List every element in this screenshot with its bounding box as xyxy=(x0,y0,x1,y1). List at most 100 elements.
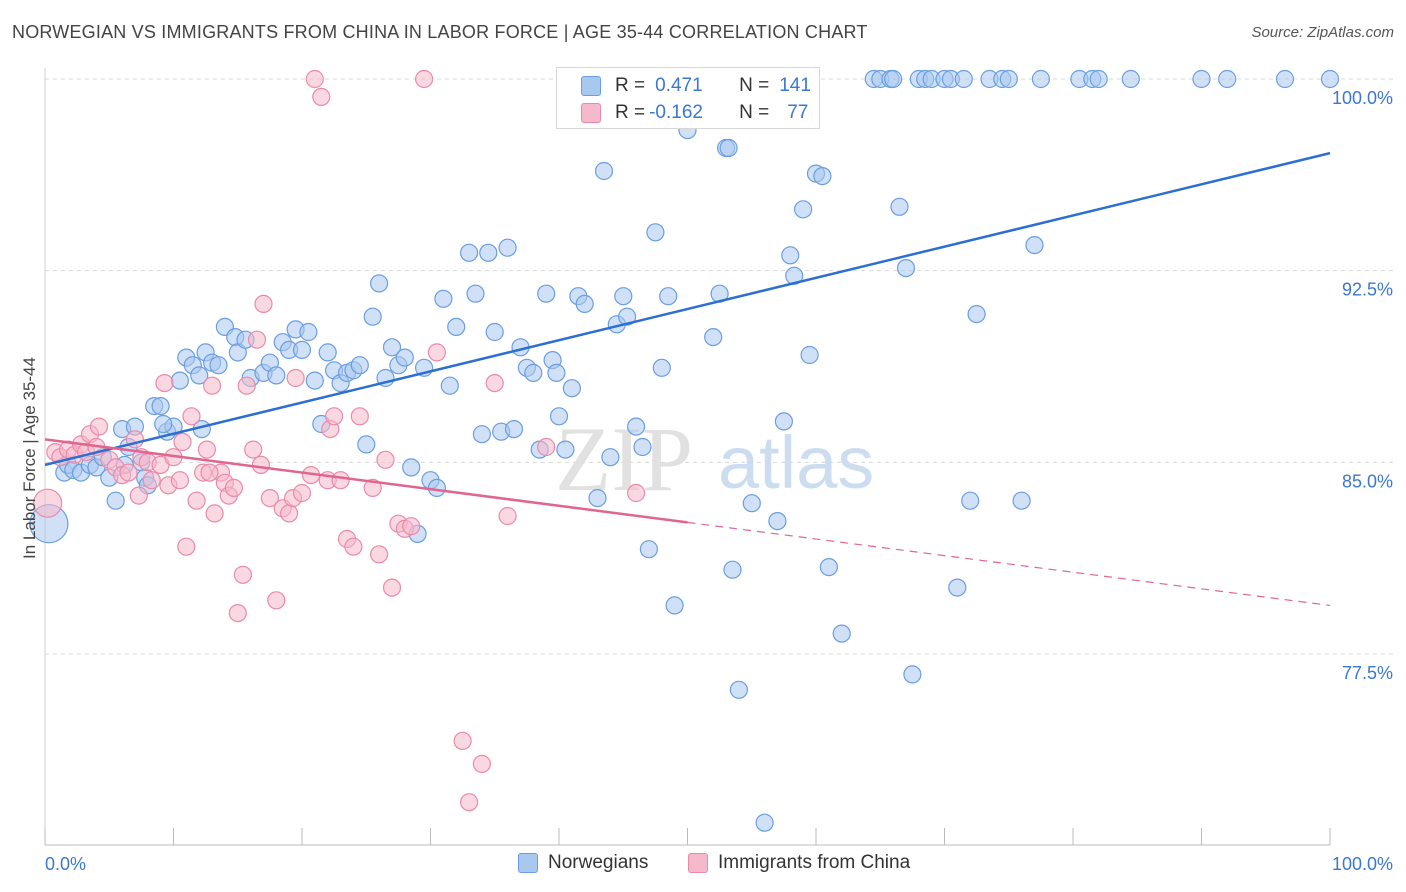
y-tick-label: 85.0% xyxy=(1342,471,1393,491)
data-point xyxy=(460,793,479,812)
data-point xyxy=(813,167,832,186)
n-label: N = xyxy=(739,102,770,123)
trend-line-immigrants-china-extrapolated xyxy=(687,521,1331,607)
data-point xyxy=(665,596,684,615)
r-value: -0.162 xyxy=(649,102,703,123)
data-point xyxy=(617,307,637,326)
data-point xyxy=(659,287,678,306)
y-tick-label: 92.5% xyxy=(1342,280,1393,300)
legend-swatch-immigrants-china xyxy=(688,853,708,873)
data-point xyxy=(575,294,594,313)
data-point xyxy=(376,450,395,469)
series-legend: Norwegians Immigrants from China xyxy=(0,852,1406,880)
data-point xyxy=(646,223,665,242)
trend-lines xyxy=(44,151,1331,607)
axes xyxy=(44,68,1331,846)
data-point xyxy=(719,138,738,158)
legend-item-immigrants-china[interactable]: Immigrants from China xyxy=(688,852,910,874)
data-point xyxy=(182,407,201,426)
data-point xyxy=(903,665,922,684)
data-point xyxy=(247,330,267,349)
data-point xyxy=(177,537,196,556)
y-tick-labels: 77.5% 85.0% 92.5% 100.0% xyxy=(1332,88,1393,683)
data-point xyxy=(200,463,219,482)
data-point xyxy=(588,489,607,508)
data-point xyxy=(170,471,189,490)
data-point xyxy=(187,491,206,510)
data-point xyxy=(440,376,459,395)
data-point xyxy=(890,197,909,216)
data-point xyxy=(228,603,247,623)
n-value: 77 xyxy=(787,102,809,123)
watermark-atlas: atlas xyxy=(718,421,874,504)
data-point xyxy=(427,478,446,497)
data-point xyxy=(197,440,216,459)
data-point xyxy=(224,478,243,497)
data-point xyxy=(299,322,318,342)
r-label: R = xyxy=(615,102,646,123)
data-point xyxy=(382,338,402,357)
data-point xyxy=(1192,69,1211,89)
data-point xyxy=(267,366,286,385)
stats-row-immigrants-china: R = -0.162 N = 77 xyxy=(581,100,808,126)
data-point xyxy=(652,358,671,377)
data-point xyxy=(479,243,498,262)
data-point xyxy=(286,368,305,388)
legend-item-norwegians[interactable]: Norwegians xyxy=(518,852,648,874)
data-point xyxy=(601,448,620,467)
data-point xyxy=(626,483,646,503)
data-point xyxy=(363,478,382,497)
data-point xyxy=(370,545,389,564)
data-point xyxy=(350,407,369,426)
data-point xyxy=(896,259,916,278)
data-point xyxy=(350,356,369,375)
data-point xyxy=(781,246,800,265)
data-point xyxy=(427,343,446,362)
data-point xyxy=(203,376,222,395)
data-point xyxy=(472,754,491,774)
data-point xyxy=(119,463,138,482)
x-tick-labels: 0.0% 100.0% xyxy=(45,854,1393,874)
data-point xyxy=(485,322,504,342)
data-point xyxy=(395,348,414,367)
data-point xyxy=(357,435,376,454)
data-point xyxy=(1025,236,1044,255)
chart-source: Source: ZipAtlas.com xyxy=(1251,24,1394,41)
data-point xyxy=(402,458,421,477)
y-tick-label: 100.0% xyxy=(1332,88,1393,108)
data-point xyxy=(415,69,434,89)
data-point xyxy=(1320,69,1340,89)
data-point xyxy=(209,356,228,375)
data-point xyxy=(280,504,299,523)
data-point xyxy=(344,537,363,556)
data-point xyxy=(402,517,421,536)
data-point xyxy=(742,494,761,513)
r-label: R = xyxy=(615,75,646,96)
data-point xyxy=(382,578,402,597)
data-point xyxy=(472,425,491,444)
stats-legend: R = 0.471 N = 141 R = -0.162 N = 77 xyxy=(556,67,820,129)
data-point xyxy=(447,317,466,336)
data-point xyxy=(504,420,524,439)
data-point xyxy=(537,437,556,457)
trend-line-immigrants-china xyxy=(44,438,688,524)
data-point xyxy=(755,813,774,832)
data-point xyxy=(32,488,63,518)
data-point xyxy=(305,371,324,390)
data-point xyxy=(639,540,659,559)
data-point xyxy=(267,591,286,610)
data-point xyxy=(793,200,813,219)
swatch-norwegians xyxy=(581,76,601,96)
data-point xyxy=(370,274,389,293)
data-point xyxy=(305,69,324,89)
data-point xyxy=(89,417,109,436)
legend-label-immigrants-china: Immigrants from China xyxy=(718,852,911,873)
data-point xyxy=(292,483,312,503)
data-point xyxy=(260,489,279,508)
watermark-zip: ZIP xyxy=(555,408,693,510)
data-point xyxy=(549,407,569,426)
data-point xyxy=(633,437,652,457)
data-point xyxy=(233,565,252,584)
y-tick-label: 77.5% xyxy=(1342,663,1393,683)
data-point xyxy=(173,432,192,451)
